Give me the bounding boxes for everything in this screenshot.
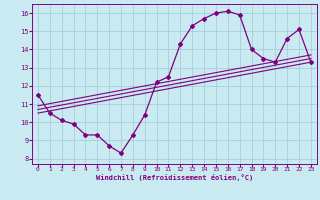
X-axis label: Windchill (Refroidissement éolien,°C): Windchill (Refroidissement éolien,°C) <box>96 174 253 181</box>
